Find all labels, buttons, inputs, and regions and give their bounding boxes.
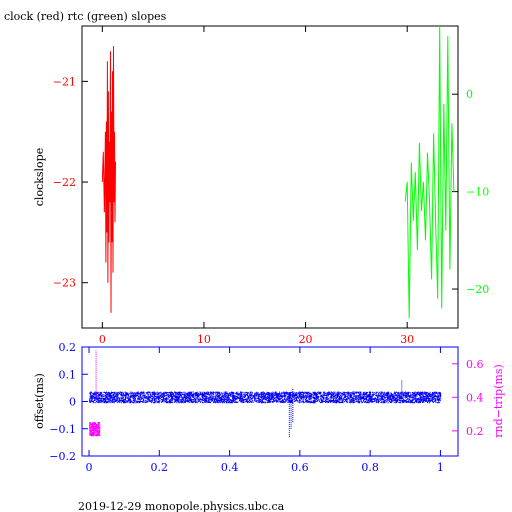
slope-y-tick-label: −22 xyxy=(53,176,76,189)
slope-x-tick-label: 0 xyxy=(99,333,106,346)
rndtrip-y2-tick-label: 0.4 xyxy=(466,391,484,404)
slope-x-ticks: 0 10 20 30 xyxy=(99,26,414,346)
rndtrip-scatter-band xyxy=(89,422,101,437)
offset-x-tick-label: 0.2 xyxy=(151,461,169,474)
slope-y-axis-label: clockslope xyxy=(33,148,46,206)
offset-y-tick-label: 0.2 xyxy=(59,341,77,354)
offset-x-ticks: 0 0.2 0.4 0.6 0.8 1 xyxy=(86,347,444,474)
slope-y-tick-label: −23 xyxy=(53,277,76,290)
offset-y-tick-label: −0.2 xyxy=(49,450,76,463)
slope-y2-ticks: 0 −10 −20 xyxy=(452,88,489,296)
offset-y-tick-label: 0 xyxy=(69,396,76,409)
slope-y2-tick-label: 0 xyxy=(466,88,473,101)
offset-x-tick-label: 0.6 xyxy=(291,461,309,474)
offset-x-tick-label: 0.4 xyxy=(221,461,239,474)
slope-x-tick-label: 30 xyxy=(400,333,414,346)
offset-y-tick-label: 0.1 xyxy=(59,368,77,381)
clock-series-line xyxy=(101,46,116,313)
chart-title: clock (red) rtc (green) slopes xyxy=(4,10,167,23)
rndtrip-y2-tick-label: 0.2 xyxy=(466,425,484,438)
rndtrip-y2-tick-label: 0.6 xyxy=(466,358,484,371)
offset-x-tick-label: 1 xyxy=(437,461,444,474)
offset-series xyxy=(89,350,442,437)
slope-panel: clockslope 0 10 20 30 −21 −22 −23 0 −10 −20 xyxy=(33,25,489,346)
offset-scatter-band xyxy=(89,391,442,404)
offset-x-tick-label: 0.8 xyxy=(361,461,379,474)
offset-panel: offset(ms) rnd−trip(ms) 0 0.2 0.4 0.6 0.8 1 0… xyxy=(33,341,505,474)
offset-y2-ticks: 0.6 0.4 0.2 xyxy=(452,358,484,438)
slope-y2-tick-label: −10 xyxy=(466,186,489,199)
slope-y-ticks: −21 −22 −23 xyxy=(53,75,88,290)
slope-y-tick-label: −21 xyxy=(53,75,76,88)
slope-y2-tick-label: −20 xyxy=(466,283,489,296)
footer-date-host: 2019-12-29 monopole.physics.ubc.ca xyxy=(78,500,285,512)
slope-series xyxy=(101,25,455,319)
offset-x-tick-label: 0 xyxy=(86,461,93,474)
slope-x-tick-label: 10 xyxy=(197,333,211,346)
rndtrip-y-axis-label: rnd−trip(ms) xyxy=(492,364,505,438)
slope-x-tick-label: 20 xyxy=(299,333,313,346)
rtc-series-line xyxy=(404,25,455,319)
slope-plot-frame xyxy=(81,25,459,329)
offset-y-tick-label: −0.1 xyxy=(49,423,76,436)
offset-y-ticks: 0.2 0.1 0 −0.1 −0.2 xyxy=(49,341,88,463)
offset-y-axis-label: offset(ms) xyxy=(33,373,46,429)
